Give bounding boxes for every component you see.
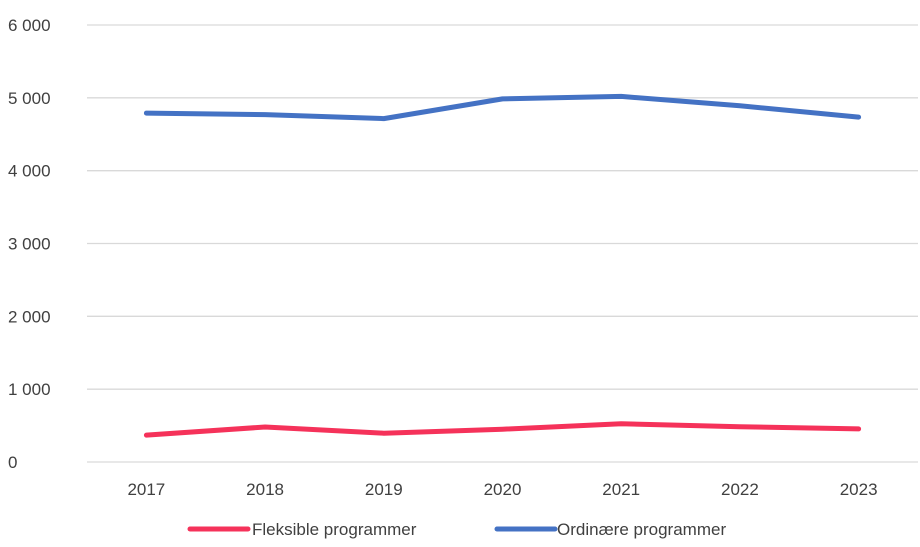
y-tick-label: 3 000	[8, 235, 51, 254]
y-tick-label: 4 000	[8, 162, 51, 181]
data-point	[145, 434, 147, 436]
legend: Fleksible programmer Ordinære programmer	[187, 520, 726, 539]
x-tick-label: 2021	[602, 480, 640, 499]
legend-label-0: Fleksible programmer	[252, 520, 417, 539]
data-point	[620, 95, 622, 97]
data-point	[858, 428, 860, 430]
y-tick-label: 1 000	[8, 380, 51, 399]
x-tick-label: 2019	[365, 480, 403, 499]
x-axis-ticks: 2017 2018 2019 2020 2021 2022 2023	[127, 480, 877, 499]
x-tick-label: 2018	[246, 480, 284, 499]
x-tick-label: 2023	[840, 480, 878, 499]
data-point	[383, 118, 385, 120]
data-point	[739, 426, 741, 428]
data-point	[383, 432, 385, 434]
y-tick-label: 5 000	[8, 89, 51, 108]
series-lines	[143, 93, 862, 438]
data-point	[145, 112, 147, 114]
data-point	[858, 116, 860, 118]
x-tick-label: 2020	[484, 480, 522, 499]
y-tick-label: 6 000	[8, 16, 51, 35]
y-axis-ticks: 0 1 000 2 000 3 000 4 000 5 000 6 000	[8, 16, 51, 472]
y-tick-label: 2 000	[8, 307, 51, 326]
series-line-1	[143, 93, 862, 122]
x-tick-label: 2017	[127, 480, 165, 499]
x-tick-label: 2022	[721, 480, 759, 499]
gridlines	[87, 24, 918, 463]
legend-label-1: Ordinære programmer	[557, 520, 726, 539]
y-tick-label: 0	[8, 453, 17, 472]
data-point	[620, 423, 622, 425]
data-point	[739, 105, 741, 107]
data-point	[502, 98, 503, 100]
data-point	[502, 428, 503, 430]
data-point	[264, 114, 266, 116]
data-point	[264, 426, 266, 428]
